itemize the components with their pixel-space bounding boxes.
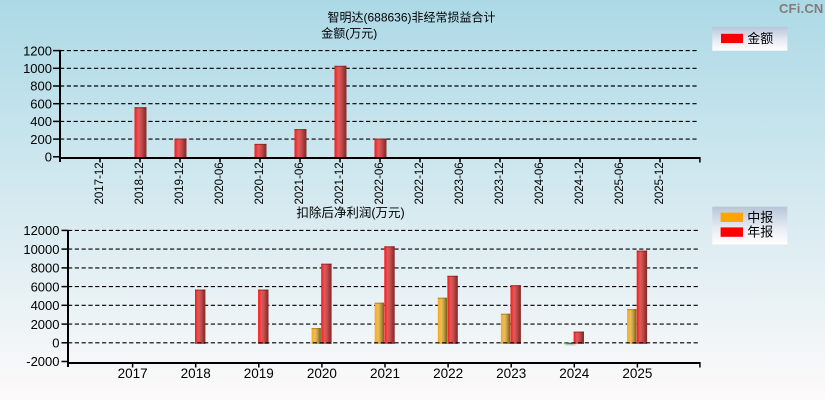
- svg-text:2017: 2017: [118, 366, 148, 381]
- svg-text:2025-12: 2025-12: [654, 162, 666, 204]
- svg-text:2022: 2022: [433, 366, 463, 381]
- svg-text:2021-12: 2021-12: [334, 162, 346, 204]
- svg-text:2024-12: 2024-12: [574, 162, 586, 204]
- svg-text:1200: 1200: [23, 43, 52, 58]
- svg-text:2020-06: 2020-06: [214, 162, 226, 204]
- svg-text:中报: 中报: [747, 210, 773, 225]
- svg-text:10000: 10000: [23, 242, 59, 257]
- svg-text:金额: 金额: [747, 31, 773, 46]
- svg-text:智明达(688636)非经常损益合计: 智明达(688636)非经常损益合计: [327, 10, 495, 25]
- svg-text:2022-06: 2022-06: [374, 162, 386, 204]
- svg-text:1000: 1000: [23, 61, 52, 76]
- svg-text:金额(万元): 金额(万元): [321, 26, 377, 41]
- svg-text:2019: 2019: [244, 366, 274, 381]
- svg-text:2021: 2021: [370, 366, 400, 381]
- svg-text:2025-06: 2025-06: [614, 162, 626, 204]
- svg-text:0: 0: [45, 149, 52, 164]
- svg-text:2000: 2000: [31, 317, 60, 332]
- svg-text:2017-12: 2017-12: [94, 162, 106, 204]
- svg-text:2023-12: 2023-12: [494, 162, 506, 204]
- svg-text:12000: 12000: [23, 223, 59, 238]
- svg-text:CFi.CN: CFi.CN: [779, 1, 824, 16]
- svg-text:2019-12: 2019-12: [174, 162, 186, 204]
- svg-text:800: 800: [30, 79, 52, 94]
- svg-text:2025: 2025: [622, 366, 652, 381]
- svg-text:6000: 6000: [31, 279, 60, 294]
- svg-text:2023-06: 2023-06: [454, 162, 466, 204]
- svg-text:2023: 2023: [496, 366, 526, 381]
- svg-text:2018-12: 2018-12: [134, 162, 146, 204]
- svg-text:200: 200: [30, 132, 52, 147]
- svg-text:2024: 2024: [559, 366, 590, 381]
- svg-text:扣除后净利润(万元): 扣除后净利润(万元): [296, 205, 404, 220]
- svg-text:600: 600: [30, 96, 52, 111]
- svg-text:400: 400: [30, 114, 52, 129]
- svg-text:0: 0: [52, 335, 59, 350]
- svg-text:-2000: -2000: [26, 354, 59, 369]
- svg-text:2018: 2018: [181, 366, 211, 381]
- svg-text:年报: 年报: [747, 225, 773, 240]
- svg-text:2020-12: 2020-12: [254, 162, 266, 204]
- svg-text:8000: 8000: [31, 261, 60, 276]
- svg-text:2020: 2020: [307, 366, 337, 381]
- svg-text:2021-06: 2021-06: [294, 162, 306, 204]
- svg-text:2024-06: 2024-06: [534, 162, 546, 204]
- svg-text:4000: 4000: [31, 298, 60, 313]
- svg-text:2022-12: 2022-12: [414, 162, 426, 204]
